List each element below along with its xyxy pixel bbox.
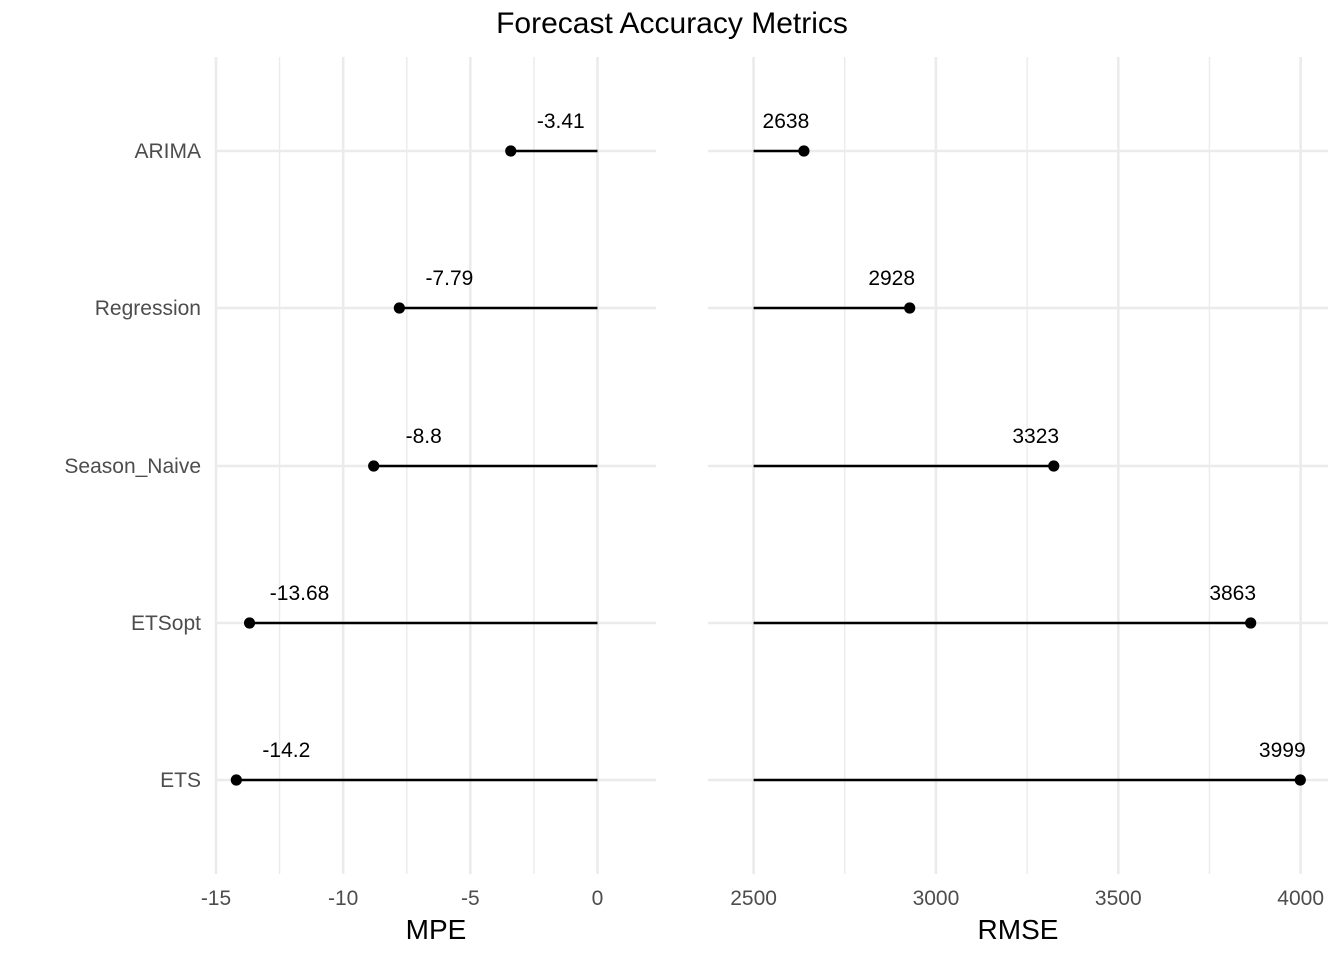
point-regression (904, 302, 916, 314)
x-tick-label: 3000 (913, 887, 960, 910)
point-etsopt (243, 617, 256, 629)
point-regression (393, 302, 405, 314)
x-tick-label: 0 (592, 887, 604, 910)
y-tick-label-etsopt: ETSopt (131, 612, 201, 635)
x-axis-title-rmse: RMSE (978, 914, 1059, 945)
point-season-naive (1048, 460, 1060, 472)
x-axis-rmse: 2500 3000 3500 4000 (730, 887, 1324, 910)
y-axis-labels: ARIMA Regression Season_Naive ETSopt ETS (64, 140, 201, 792)
chart-title: Forecast Accuracy Metrics (496, 7, 848, 40)
point-season-naive (368, 460, 380, 472)
x-axis-title-mpe: MPE (406, 914, 467, 945)
chart-panels: ARIMARegressionSeason_NaiveETSoptETS-15-… (64, 57, 1328, 945)
data-label-ets: -14.2 (262, 739, 310, 762)
panel-mpe: -15 -10 -5 0 MPE -3.41 -7.79 -8.8 -13.68 -14.2 (201, 57, 656, 945)
data-label-season-naive: -8.8 (406, 425, 442, 448)
point-ets (1294, 774, 1306, 786)
series-mpe: -3.41 -7.79 -8.8 -13.68 -14.2 (230, 110, 598, 786)
y-tick-label-ets: ETS (160, 769, 201, 792)
data-label-ets: 3999 (1259, 739, 1306, 762)
point-arima (505, 145, 517, 157)
x-tick-label: 4000 (1277, 887, 1324, 910)
point-etsopt (1245, 617, 1257, 629)
x-tick-label: -5 (461, 887, 480, 910)
x-tick-label: 3500 (1095, 887, 1142, 910)
point-arima (798, 145, 810, 157)
x-tick-label: 2500 (730, 887, 777, 910)
data-label-regression: -7.79 (425, 267, 473, 290)
data-label-arima: 2638 (763, 110, 810, 133)
data-label-etsopt: 3863 (1209, 582, 1256, 605)
x-tick-label: -10 (328, 887, 358, 910)
x-axis-mpe: -15 -10 -5 0 (201, 887, 604, 910)
data-label-arima: -3.41 (537, 110, 585, 133)
y-tick-label-regression: Regression (95, 297, 201, 320)
x-tick-label: -15 (201, 887, 231, 910)
data-label-etsopt: -13.68 (270, 582, 330, 605)
series-rmse: 2638 2928 3323 3863 3999 (753, 110, 1306, 786)
data-label-regression: 2928 (868, 267, 915, 290)
panel-rmse: 2500 3000 3500 4000 RMSE 2638 2928 3323 3863 3999 (708, 57, 1328, 945)
y-tick-label-season-naive: Season_Naive (64, 455, 201, 478)
data-label-season-naive: 3323 (1012, 425, 1059, 448)
point-ets (230, 774, 242, 786)
y-tick-label-arima: ARIMA (134, 140, 201, 163)
